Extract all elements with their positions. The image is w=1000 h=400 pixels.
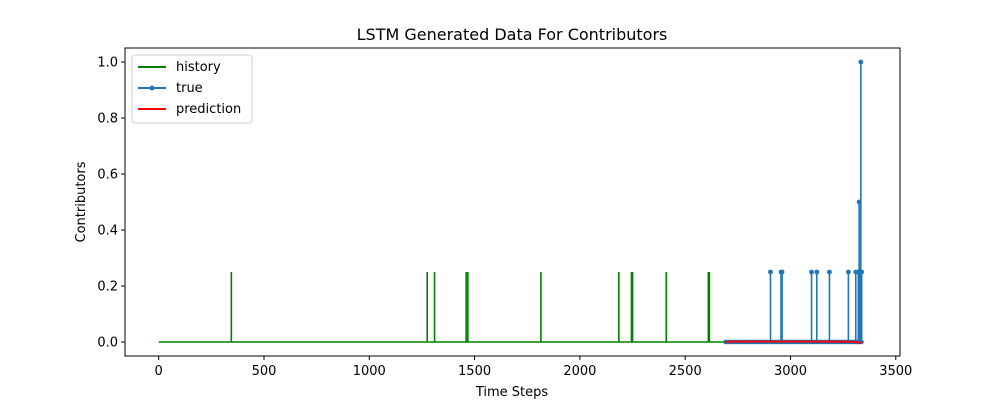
x-tick-label: 2500 <box>669 364 702 379</box>
y-axis-label: Contributors <box>74 161 89 242</box>
y-tick-label: 0.6 <box>97 168 118 183</box>
x-tick-label: 3000 <box>774 364 807 379</box>
y-tick-label: 1.0 <box>97 56 118 71</box>
series-true-point <box>809 269 814 275</box>
y-axis: 0.0 0.2 0.4 0.6 0.8 1.0 <box>97 56 125 351</box>
series-prediction-line <box>725 340 863 344</box>
x-tick-label: 2000 <box>563 364 596 379</box>
plot-frame <box>124 47 901 357</box>
chart-title: LSTM Generated Data For Contributors <box>357 25 668 44</box>
x-tick-label: 0 <box>155 364 163 379</box>
x-tick-label: 500 <box>252 364 277 379</box>
y-tick-label: 0.4 <box>97 224 118 239</box>
plot-series <box>158 59 865 345</box>
y-tick-label: 0.2 <box>97 280 118 295</box>
series-true-point <box>779 269 785 275</box>
legend-marker-true <box>149 85 155 91</box>
series-true-point <box>846 269 851 275</box>
series-true-point <box>814 269 820 275</box>
legend-label-prediction: prediction <box>176 102 241 117</box>
x-tick-label: 1000 <box>353 364 386 379</box>
y-tick-label: 0.0 <box>97 336 118 351</box>
series-true-point <box>859 269 865 275</box>
legend-box <box>131 54 253 124</box>
y-tick-label: 0.8 <box>97 112 118 127</box>
x-axis: 0 500 1000 1500 2000 2500 3000 3500 <box>155 356 912 379</box>
legend: history true prediction <box>131 54 253 124</box>
series-true-point <box>827 269 832 275</box>
series-true-point <box>858 59 864 65</box>
x-tick-label: 3500 <box>879 364 912 379</box>
x-tick-label: 1500 <box>458 364 491 379</box>
legend-label-true: true <box>176 81 203 96</box>
series-true-point <box>768 269 773 275</box>
legend-label-history: history <box>176 60 221 75</box>
x-axis-label: Time Steps <box>475 385 549 400</box>
